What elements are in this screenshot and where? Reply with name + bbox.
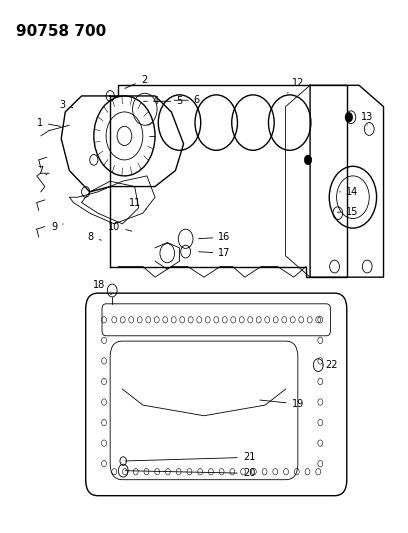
- Text: 3: 3: [59, 100, 73, 110]
- Text: 2: 2: [125, 75, 147, 88]
- Text: 16: 16: [199, 232, 231, 242]
- Text: 17: 17: [199, 248, 231, 258]
- Text: 19: 19: [260, 399, 304, 409]
- Text: 18: 18: [93, 280, 111, 295]
- Text: 90758 700: 90758 700: [16, 24, 106, 39]
- Text: 4: 4: [144, 96, 159, 106]
- Text: 13: 13: [361, 112, 373, 125]
- Text: 10: 10: [108, 222, 132, 231]
- Text: 14: 14: [339, 187, 358, 197]
- Text: 20: 20: [125, 469, 255, 478]
- Text: 1: 1: [37, 118, 60, 127]
- Text: 6: 6: [174, 95, 200, 105]
- Text: 22: 22: [322, 360, 338, 370]
- Circle shape: [304, 155, 312, 165]
- Circle shape: [345, 112, 353, 122]
- Text: 15: 15: [337, 207, 358, 217]
- Text: 21: 21: [125, 453, 255, 462]
- Text: 11: 11: [129, 198, 146, 209]
- Text: 12: 12: [288, 78, 304, 93]
- Text: 5: 5: [156, 96, 182, 106]
- Text: 7: 7: [37, 166, 47, 175]
- Text: 9: 9: [51, 222, 63, 232]
- Text: 8: 8: [88, 232, 101, 242]
